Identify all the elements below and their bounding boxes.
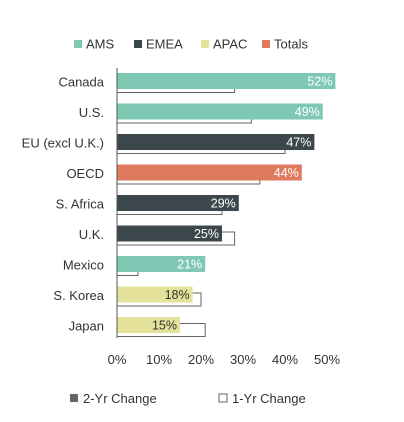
legend-label-apac: APAC bbox=[213, 37, 247, 52]
bar-2yr-7 bbox=[117, 286, 193, 303]
value-label-1: 49% bbox=[295, 105, 320, 119]
x-tick-label-1: 10% bbox=[146, 352, 172, 367]
category-label-4: S. Africa bbox=[56, 197, 105, 212]
x-tick-label-2: 20% bbox=[188, 352, 214, 367]
bar-2yr-1 bbox=[117, 103, 323, 120]
category-label-1: U.S. bbox=[79, 105, 104, 120]
bar-2yr-8 bbox=[117, 317, 180, 333]
region-legend: AMS EMEA APAC Totals bbox=[74, 37, 308, 52]
category-label-3: OECD bbox=[66, 166, 104, 181]
value-label-0: 52% bbox=[307, 75, 332, 89]
category-label-5: U.K. bbox=[79, 227, 104, 242]
series-legend-label-1: 1-Yr Change bbox=[232, 391, 306, 406]
bar-2yr-0 bbox=[117, 73, 336, 89]
x-tick-label-5: 50% bbox=[314, 352, 340, 367]
value-label-4: 29% bbox=[211, 197, 236, 211]
legend-label-totals: Totals bbox=[274, 37, 308, 52]
legend-swatch-totals bbox=[262, 40, 270, 48]
bar-2yr-3 bbox=[117, 164, 302, 181]
category-label-8: Japan bbox=[69, 319, 104, 334]
legend-swatch-ams bbox=[74, 40, 82, 48]
category-label-6: Mexico bbox=[63, 258, 104, 273]
value-label-3: 44% bbox=[274, 166, 299, 180]
bar-2yr-5 bbox=[117, 225, 222, 242]
category-labels: Canada U.S. EU (excl U.K.) OECD S. Africa U.K… bbox=[22, 75, 105, 334]
legend-swatch-emea bbox=[134, 40, 142, 48]
series-legend: 2-Yr Change 1-Yr Change bbox=[70, 391, 306, 406]
two-year-bars bbox=[117, 73, 336, 333]
x-tick-label-4: 40% bbox=[272, 352, 298, 367]
bar-2yr-4 bbox=[117, 195, 239, 211]
legend-swatch-apac bbox=[201, 40, 209, 48]
value-label-2: 47% bbox=[286, 136, 311, 150]
category-label-0: Canada bbox=[58, 75, 104, 90]
series-legend-marker-0 bbox=[70, 394, 78, 402]
series-legend-label-0: 2-Yr Change bbox=[83, 391, 157, 406]
value-label-8: 15% bbox=[152, 319, 177, 333]
series-legend-marker-1 bbox=[218, 393, 228, 403]
bar-2yr-6 bbox=[117, 256, 206, 272]
category-label-7: S. Korea bbox=[53, 288, 104, 303]
legend-label-emea: EMEA bbox=[146, 37, 183, 52]
legend-label-ams: AMS bbox=[86, 37, 115, 52]
x-tick-label-3: 30% bbox=[230, 352, 256, 367]
bar-2yr-2 bbox=[117, 134, 315, 150]
x-axis-ticks: 0% 10% 20% 30% 40% 50% bbox=[108, 352, 341, 367]
value-labels: 52% 49% 47% 44% 29% 25% 21% 18% 15% bbox=[152, 75, 332, 333]
value-label-6: 21% bbox=[177, 258, 202, 272]
value-label-5: 25% bbox=[194, 227, 219, 241]
x-tick-label-0: 0% bbox=[108, 352, 127, 367]
category-label-2: EU (excl U.K.) bbox=[22, 136, 104, 151]
value-label-7: 18% bbox=[165, 288, 190, 302]
